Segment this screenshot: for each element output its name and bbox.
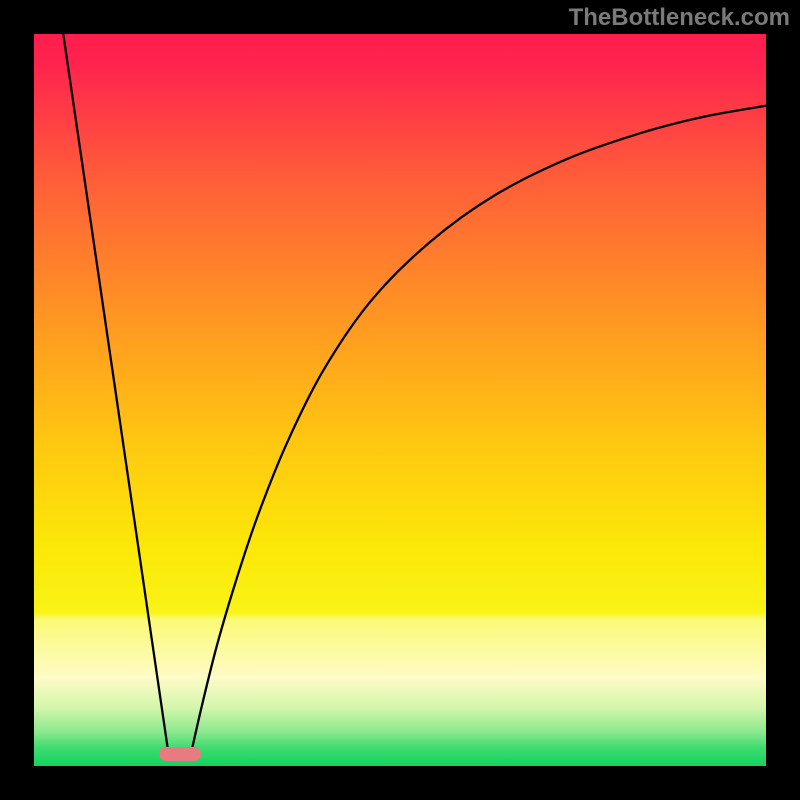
watermark-text: TheBottleneck.com — [569, 4, 790, 32]
curve-path — [63, 34, 766, 755]
optimal-marker — [159, 747, 201, 761]
bottleneck-curve — [34, 34, 766, 766]
chart-frame: TheBottleneck.com — [0, 0, 800, 800]
plot-area — [34, 34, 766, 766]
